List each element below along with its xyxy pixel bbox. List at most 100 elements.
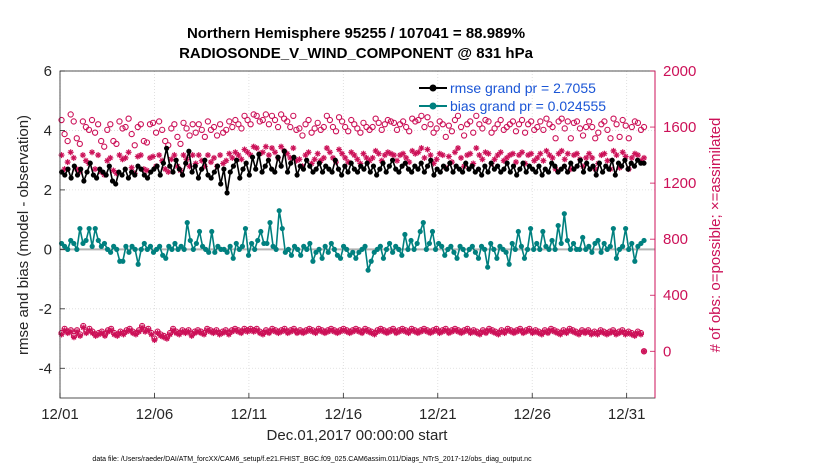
rmse-point: [514, 172, 520, 178]
rmse-point: [78, 166, 84, 172]
obs-possible-point: [290, 112, 297, 119]
obs-assimilated-point: [390, 327, 397, 334]
y-left-tick-label: 6: [44, 63, 52, 80]
rmse-point: [122, 166, 128, 172]
obs-possible-point: [381, 121, 388, 128]
obs-assimilated-point: [424, 146, 431, 153]
y-right-tick-labels: 0 400 800 1200 1600 2000: [663, 63, 696, 360]
rmse-point: [256, 151, 262, 157]
obs-possible-point: [601, 118, 608, 125]
rmse-point: [125, 175, 132, 181]
obs-assimilated-point: [104, 157, 111, 164]
obs-possible-point: [558, 115, 565, 122]
rmse-point: [364, 160, 370, 166]
obs-possible-point: [223, 126, 230, 134]
obs-possible-point: [274, 123, 282, 131]
obs-assimilated-point: [594, 331, 601, 338]
obs-assimilated-point: [67, 149, 74, 156]
obs-possible-point: [293, 126, 300, 134]
obs-possible-point: [308, 129, 315, 136]
rmse-point: [199, 166, 205, 172]
rmse-point: [625, 166, 631, 172]
obs-possible-point: [247, 121, 254, 128]
bias-point: [273, 246, 279, 252]
obs-assimilated-point: [526, 327, 533, 334]
rmse-point: [218, 181, 224, 187]
rmse-point: [74, 172, 81, 178]
obs-possible-point: [128, 130, 135, 138]
rmse-point: [444, 166, 450, 172]
obs-assimilated-point: [211, 154, 218, 161]
obs-possible-point: [116, 118, 123, 125]
rmse-point: [195, 175, 202, 181]
rmse-point: [345, 169, 351, 175]
obs-possible-point: [622, 122, 629, 129]
rmse-point: [339, 172, 345, 178]
obs-assimilated-point: [163, 335, 170, 342]
obs-assimilated-point: [354, 156, 361, 163]
obs-assimilated-point: [509, 150, 516, 157]
rmse-point: [170, 169, 176, 175]
obs-possible-point: [543, 115, 550, 122]
bias-point: [426, 240, 433, 247]
rmse-point: [504, 160, 510, 166]
y-right-tick-label: 0: [663, 343, 671, 360]
y-right-tick-label: 2000: [663, 63, 696, 80]
obs-possible-point: [442, 133, 449, 141]
obs-assimilated-point: [573, 150, 580, 157]
x-axis-label: Dec.01,2017 00:00:00 start: [267, 427, 449, 444]
rmse-point: [447, 160, 453, 166]
obs-assimilated-point: [145, 327, 152, 334]
rmse-point: [415, 166, 421, 172]
obs-possible-point: [357, 129, 364, 136]
bias-point: [249, 240, 255, 247]
rmse-point: [374, 172, 380, 178]
bias-point: [298, 252, 304, 258]
obs-assimilated-point: [296, 156, 303, 163]
rmse-point: [87, 160, 93, 166]
y-left-tick-labels: -4 -2 0 2 4 6: [39, 63, 52, 377]
rmse-point: [84, 169, 90, 175]
bias-point: [402, 231, 408, 238]
obs-assimilated-point: [70, 334, 77, 341]
obs-assimilated-point: [601, 150, 608, 157]
obs-assimilated-point: [482, 330, 489, 337]
rmse-point: [479, 172, 485, 178]
obs-possible-point: [305, 116, 312, 124]
bias-point: [570, 240, 577, 247]
bias-point: [534, 240, 540, 247]
rmse-point: [192, 163, 198, 169]
rmse-point: [167, 163, 173, 169]
rmse-point: [510, 163, 517, 169]
axis-ticks: [59, 70, 656, 398]
bias-point: [423, 246, 429, 252]
obs-assimilated-point: [369, 154, 376, 161]
rmse-point: [421, 169, 427, 175]
y-left-tick-label: -2: [39, 301, 52, 318]
obs-assimilated-point: [272, 149, 279, 156]
obs-assimilated-point: [58, 152, 65, 159]
rmse-point: [485, 169, 491, 175]
obs-possible-point: [259, 116, 266, 124]
obs-assimilated-point: [70, 154, 77, 161]
obs-possible-point: [351, 121, 358, 128]
obs-assimilated-point: [451, 149, 458, 156]
rmse-point: [119, 172, 125, 178]
obs-possible-point: [460, 132, 468, 139]
bias-point: [285, 246, 291, 252]
obs-assimilated-point: [393, 157, 400, 164]
obs-assimilated-point: [427, 152, 434, 159]
obs-assimilated-point: [445, 153, 452, 160]
obs-possible-point: [497, 116, 504, 124]
obs-possible-point: [314, 119, 321, 127]
obs-possible-point: [402, 123, 410, 131]
obs-assimilated-point: [336, 146, 343, 153]
bias-point: [107, 249, 114, 255]
obs-assimilated-point: [403, 154, 410, 161]
obs-possible-point: [567, 135, 574, 142]
bias-point: [420, 220, 426, 226]
obs-possible-point: [229, 123, 236, 131]
bias-point: [120, 258, 126, 264]
obs-possible-point: [354, 125, 361, 132]
obs-possible-point: [323, 112, 331, 119]
